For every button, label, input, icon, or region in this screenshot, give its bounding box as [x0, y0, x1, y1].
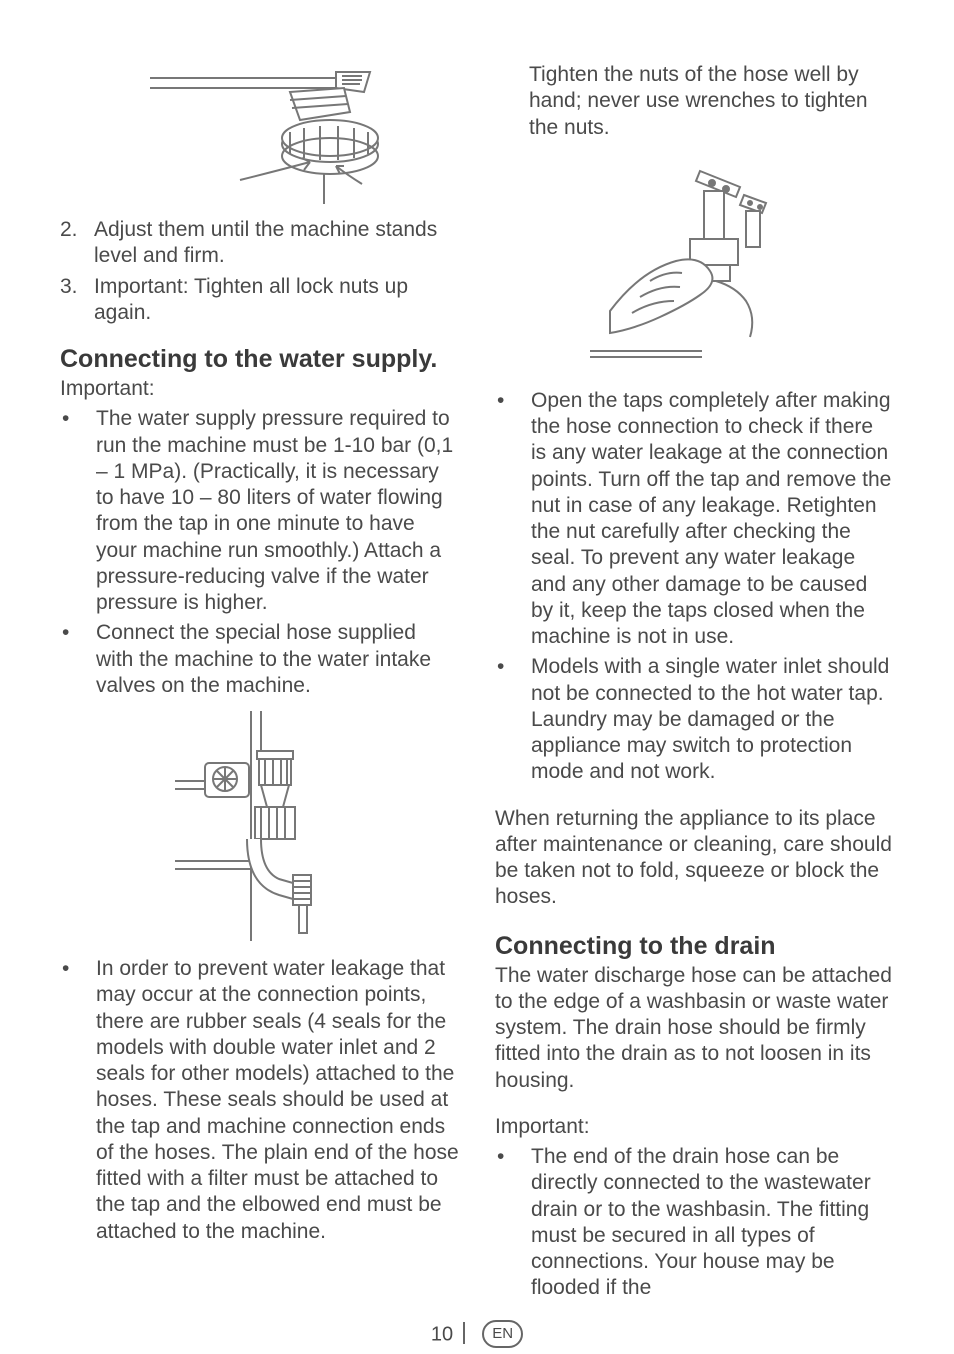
document-page: 2. Adjust them until the machine stands …: [0, 0, 954, 1354]
bullet-icon: •: [495, 388, 531, 651]
important-label: Important:: [495, 1114, 894, 1140]
paragraph-drain: The water discharge hose can be attached…: [495, 963, 894, 1094]
footer-divider: [463, 1322, 465, 1344]
bullet-text: The end of the drain hose can be directl…: [531, 1144, 894, 1302]
page-footer: 10 EN: [60, 1304, 894, 1350]
list-number: 3.: [60, 274, 94, 327]
bullet-hose: • Connect the special hose supplied with…: [60, 620, 459, 699]
list-text: Important: Tighten all lock nuts up agai…: [94, 274, 459, 327]
right-column: Tighten the nuts of the hose well by han…: [495, 60, 894, 1304]
bullet-text: Connect the special hose supplied with t…: [96, 620, 459, 699]
bullet-pressure: • The water supply pressure required to …: [60, 406, 459, 616]
bullet-icon: •: [495, 1144, 531, 1302]
list-text: Adjust them until the machine stands lev…: [94, 217, 459, 270]
bullet-text: In order to prevent water leakage that m…: [96, 956, 459, 1245]
language-badge: EN: [482, 1320, 523, 1348]
continuation-text: Tighten the nuts of the hose well by han…: [495, 62, 894, 141]
heading-drain: Connecting to the drain: [495, 931, 894, 961]
bullet-icon: •: [495, 654, 531, 785]
list-number: 2.: [60, 217, 94, 270]
bullet-text: Models with a single water inlet should …: [531, 654, 894, 785]
bullet-text: Open the taps completely after making th…: [531, 388, 894, 651]
bullet-text: The water supply pressure required to ru…: [96, 406, 459, 616]
bullet-icon: •: [60, 620, 96, 699]
paragraph-return-appliance: When returning the appliance to its plac…: [495, 806, 894, 911]
illustration-hose-intake: [60, 711, 459, 946]
page-number: 10: [431, 1323, 453, 1345]
heading-water-supply: Connecting to the water supply.: [60, 344, 459, 374]
illustration-foot-adjust: [60, 60, 459, 215]
illustration-tighten-by-hand: [495, 161, 894, 376]
bullet-open-taps: • Open the taps completely after making …: [495, 388, 894, 651]
ordered-list-item-3: 3. Important: Tighten all lock nuts up a…: [60, 274, 459, 327]
left-column: 2. Adjust them until the machine stands …: [60, 60, 459, 1304]
ordered-list-item-2: 2. Adjust them until the machine stands …: [60, 217, 459, 270]
bullet-seals: • In order to prevent water leakage that…: [60, 956, 459, 1245]
important-label: Important:: [60, 376, 459, 402]
bullet-drain-end: • The end of the drain hose can be direc…: [495, 1144, 894, 1302]
bullet-icon: •: [60, 406, 96, 616]
two-column-layout: 2. Adjust them until the machine stands …: [60, 60, 894, 1304]
bullet-icon: •: [60, 956, 96, 1245]
bullet-single-inlet: • Models with a single water inlet shoul…: [495, 654, 894, 785]
